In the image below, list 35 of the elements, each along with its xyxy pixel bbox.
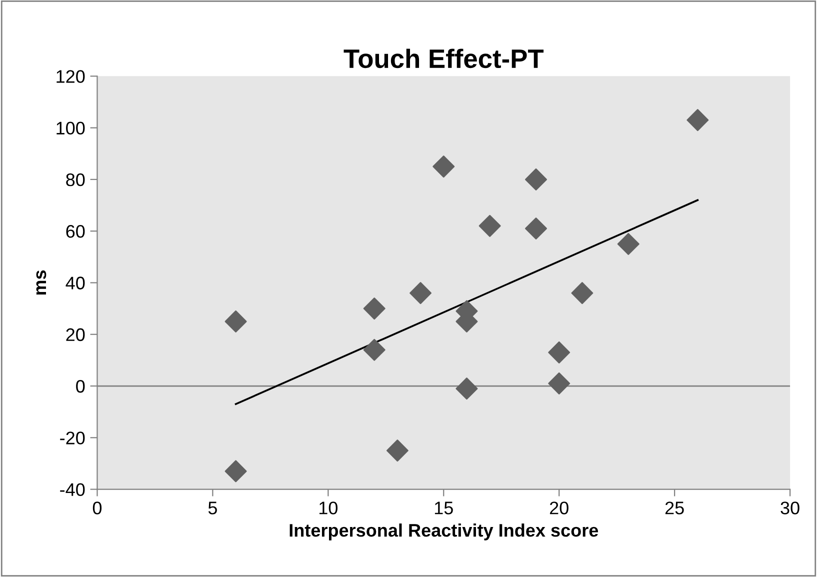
point — [386, 440, 408, 462]
point — [548, 372, 570, 394]
y-tick-label: -20 — [60, 432, 85, 444]
x-tick-label: 20 — [550, 502, 568, 514]
point — [617, 233, 640, 255]
point — [363, 338, 386, 361]
point — [224, 460, 247, 482]
x-tick-label: 0 — [92, 502, 102, 514]
point — [525, 168, 547, 190]
point — [525, 218, 547, 240]
point — [432, 156, 455, 178]
point — [224, 310, 247, 332]
y-tick-label: 80 — [66, 173, 85, 186]
point — [686, 109, 709, 132]
x-axis-title: Interpersonal Reactivity Index score — [290, 523, 598, 540]
y-axis-title: ms — [36, 270, 46, 295]
y-tick-label: 40 — [66, 276, 85, 290]
y-tick-label: 120 — [56, 70, 85, 83]
y-tick-label: 20 — [66, 328, 85, 342]
point — [410, 282, 432, 304]
x-tick-label: 30 — [780, 502, 800, 514]
x-tick-label: 25 — [665, 502, 684, 514]
y-tick-label: 0 — [76, 380, 85, 393]
point — [456, 378, 478, 400]
y-tick-label: 100 — [56, 122, 85, 135]
point — [363, 298, 386, 320]
x-tick-label: 15 — [434, 502, 453, 514]
y-tick-label: 60 — [66, 225, 85, 238]
point — [571, 282, 594, 304]
chart-title: Touch Effect-PT — [344, 48, 544, 68]
y-tick-label: -40 — [60, 483, 85, 496]
x-tick-label: 5 — [208, 502, 217, 514]
point — [548, 341, 570, 364]
point — [478, 214, 501, 237]
x-tick-label: 10 — [320, 502, 338, 514]
